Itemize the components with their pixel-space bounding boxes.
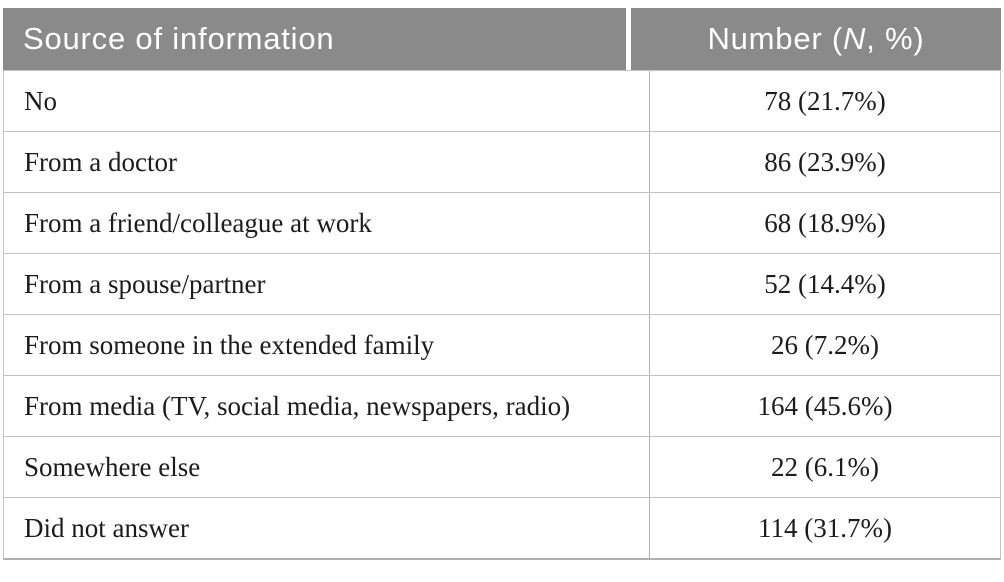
row-label: From a friend/colleague at work <box>4 193 650 253</box>
table-row: No 78 (21.7%) <box>4 70 1000 131</box>
table-row: From a spouse/partner 52 (14.4%) <box>4 253 1000 314</box>
table-row: Somewhere else 22 (6.1%) <box>4 436 1000 497</box>
header-cell-source-of-information: Source of information <box>3 8 626 70</box>
table-body: No 78 (21.7%) From a doctor 86 (23.9%) From … <box>3 70 1001 560</box>
row-value: 68 (18.9%) <box>764 207 886 238</box>
header-col1-label: Source of information <box>23 21 335 56</box>
table-row: Did not answer 114 (31.7%) <box>4 497 1000 558</box>
row-value: 52 (14.4%) <box>764 268 886 299</box>
row-value: 78 (21.7%) <box>764 85 886 116</box>
row-label: Did not answer <box>4 498 650 558</box>
row-value: 114 (31.7%) <box>758 512 892 543</box>
source-of-information-table: Source of information Number (N, %) No 78… <box>3 8 1001 560</box>
header-column-divider <box>626 8 631 70</box>
row-value: 164 (45.6%) <box>757 390 893 421</box>
row-value: 86 (23.9%) <box>764 146 886 177</box>
row-label: Somewhere else <box>4 437 650 497</box>
row-label: From a spouse/partner <box>4 254 650 314</box>
header-col2-label: Number (N, %) <box>707 21 925 56</box>
row-label: From a doctor <box>4 132 650 192</box>
table-header-row: Source of information Number (N, %) <box>3 8 1001 70</box>
table-row: From a doctor 86 (23.9%) <box>4 131 1000 192</box>
table-row: From media (TV, social media, newspapers… <box>4 375 1000 436</box>
table-row: From someone in the extended family 26 (7… <box>4 314 1000 375</box>
row-label: No <box>4 71 650 131</box>
header-cell-number: Number (N, %) <box>631 8 1001 70</box>
table-row: From a friend/colleague at work 68 (18.9%… <box>4 192 1000 253</box>
row-label: From media (TV, social media, newspapers… <box>4 376 650 436</box>
row-label: From someone in the extended family <box>4 315 650 375</box>
row-value: 26 (7.2%) <box>771 329 879 360</box>
italic-n: N <box>843 21 867 56</box>
row-value: 22 (6.1%) <box>771 451 879 482</box>
